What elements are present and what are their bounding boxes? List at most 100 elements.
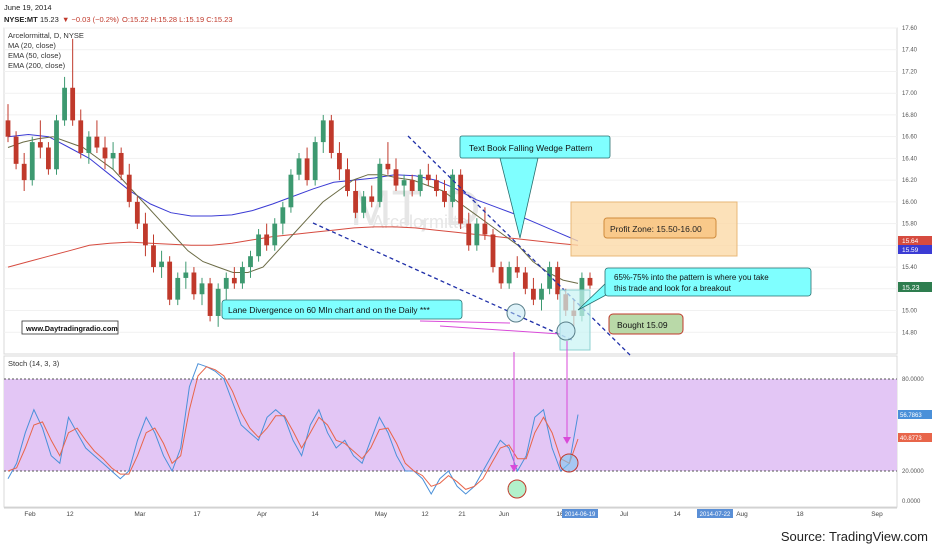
candle-body [13,136,19,164]
candle-body [62,87,67,121]
price-tick-label: 17.20 [902,69,918,75]
price-tick-label: 16.40 [902,156,918,162]
indicator-legend: Arcelormittal, D, NYSE MA (20, close) EM… [8,31,84,70]
candle-body [522,272,528,289]
website-label-box [21,320,119,335]
candle-body [70,87,76,121]
x-tick-label: 14 [311,511,319,518]
candle-body [78,120,84,153]
candle-body [506,267,512,284]
stoch-k-line [7,363,579,496]
candle-body [547,267,552,289]
x-tick-label: Apr [257,511,268,518]
x-tick-label: May [375,511,388,518]
candle-body [442,191,447,202]
wedge-callout-box [459,135,611,159]
candle-body [312,142,318,181]
candle-body [328,120,334,153]
x-tick-label: Mar [134,511,146,518]
x-axis-date-badge-text: 2014-07-22 [700,512,731,518]
x-tick-label: Feb [24,511,36,518]
source-credit: Source: TradingView.com [781,529,928,544]
stoch-d-line [7,366,579,490]
candle-body [361,196,367,213]
legend-ema50: EMA (50, close) [8,51,61,60]
candle-body [151,245,156,268]
candle-body [37,142,43,148]
candle-body [288,174,294,208]
price-tick-label: 16.80 [902,113,918,119]
x-tick-label: 16 [556,511,564,518]
x-axis-date-badge-text: 2014-06-19 [565,512,596,518]
candle-body [134,201,140,224]
candle-body [320,120,326,143]
price-tick-label: 15.80 [902,222,918,228]
x-tick-label: 17 [193,511,201,518]
candle-body [46,147,51,170]
price-axis: 14.8015.0015.2015.4015.6015.8016.0016.20… [902,26,918,336]
candle-body [256,234,261,257]
candle-body [102,147,108,159]
candle-body [240,267,245,284]
price-tick-label: 17.60 [902,26,918,32]
price-tick-label: 14.80 [902,330,918,336]
wedge-callout-text: Text Book Falling Wedge Pattern [469,143,593,153]
header-change: ▼ −0.03 (−0.2%) [62,15,120,24]
candle-body [401,180,407,186]
price-tick-label: 17.00 [902,91,918,97]
price-tick-label: 15.40 [902,265,918,271]
candle-body [21,163,27,181]
x-axis: Feb 12 Mar 17 Apr 14 May 12 21 Jun 16 Jul 14 Aug 18 Sep… [4,507,897,518]
header-ohlc: O:15.22 H:15.28 L:15.19 C:15.23 [122,15,233,24]
stoch-badge-d-value: 40.8773 [900,436,922,442]
candle-body [555,267,561,295]
candle-body [5,120,11,137]
stoch-pane: Stoch (14, 3, 3) [3,341,898,508]
candle-body [434,180,439,191]
x-tick-label: Jul [620,511,629,518]
candle-body [345,169,350,191]
badge-ma20 [898,245,932,254]
candle-body [86,136,92,153]
legend-ema200: EMA (200, close) [8,61,66,70]
wedge-lower-trendline [312,222,573,341]
stoch-tick-0: 0.0000 [902,499,921,505]
wedge-upper-trendline [407,135,631,356]
candle-body [385,163,391,170]
candle-body [474,223,480,246]
candle-body [183,272,189,278]
candle-body [458,174,464,224]
candle-body [199,283,205,295]
price-tick-label: 17.40 [902,48,918,54]
price-tick-label: 16.20 [902,178,918,184]
candle-body [393,169,399,186]
x-tick-label: 18 [796,511,804,518]
divergence-callout-box [221,299,463,320]
price-low-circle-2 [556,321,576,341]
header-quote: NYSE:MT 15.23 ▼ −0.03 (−0.2%) O:15.22 H:… [4,15,233,24]
stoch-arrow-2-head [563,437,571,444]
candle-body [126,174,132,202]
chart-date: June 19, 2014 [4,3,52,12]
bought-box [608,313,684,335]
candle-body [539,288,544,300]
ma20-line [7,136,579,284]
price-tick-label: 16.60 [902,135,918,141]
profit-zone-label: Profit Zone: 15.50-16.00 [610,224,702,234]
candle-body [498,267,504,284]
stoch-low-circle-2 [559,453,579,473]
entry-callout-box [604,267,812,297]
stoch-axis: 80.0000 20.0000 0.0000 56.7863 40.8773 [898,377,932,505]
badge-ma20-value: 15.59 [902,247,919,254]
badge-ema50-value: 15.64 [902,238,919,245]
candle-body [514,267,520,273]
candle-body [280,207,286,224]
candle-body [304,158,310,181]
x-tick-label: 12 [421,511,429,518]
x-tick-label: 14 [673,511,681,518]
x-axis-date-badge [562,509,598,518]
candle-body [337,152,342,170]
divergence-arrow-1 [419,320,511,324]
candle-body [29,142,35,181]
